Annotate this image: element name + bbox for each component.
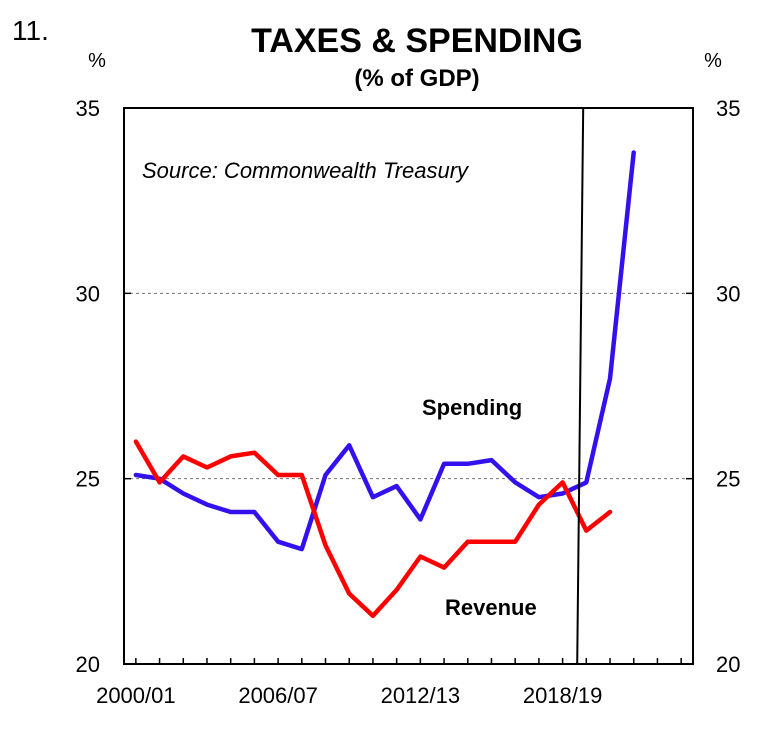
y-axis-ticks: 20 20 25 25 30 30 35 35: [76, 96, 741, 677]
y-tick-label-right: 20: [716, 652, 740, 677]
series-line-revenue: [133, 439, 613, 619]
series-lines: [133, 107, 636, 665]
figure-number: 11.: [12, 15, 49, 46]
y-tick-label-right: 25: [716, 467, 740, 492]
x-tick-label: 2000/01: [96, 683, 176, 708]
x-tick-label: 2018/19: [523, 683, 603, 708]
series-line-spending: [133, 150, 636, 552]
plot-frame: [123, 107, 694, 665]
spending-series-label: Spending: [422, 395, 522, 420]
y-tick-label-left: 25: [76, 467, 100, 492]
y-tick-label-left: 20: [76, 652, 100, 677]
x-tick-label: 2012/13: [381, 683, 461, 708]
y-tick-label-left: 35: [76, 96, 100, 121]
chart-title: TAXES & SPENDING: [251, 22, 583, 60]
right-axis-unit: %: [704, 50, 722, 72]
left-axis-unit: %: [88, 50, 106, 72]
revenue-series-label: Revenue: [445, 595, 537, 620]
y-tick-label-left: 30: [76, 281, 100, 306]
source-note: Source: Commonwealth Treasury: [142, 158, 470, 183]
forecast-marker-line: [576, 107, 585, 665]
y-tick-label-right: 35: [716, 96, 740, 121]
y-tick-label-right: 30: [716, 281, 740, 306]
x-tick-label: 2006/07: [238, 683, 318, 708]
gridlines: [124, 292, 693, 480]
chart-subtitle: (% of GDP): [354, 65, 479, 92]
x-axis-ticks: 2000/01 2006/07 2012/13 2018/19: [96, 658, 682, 708]
